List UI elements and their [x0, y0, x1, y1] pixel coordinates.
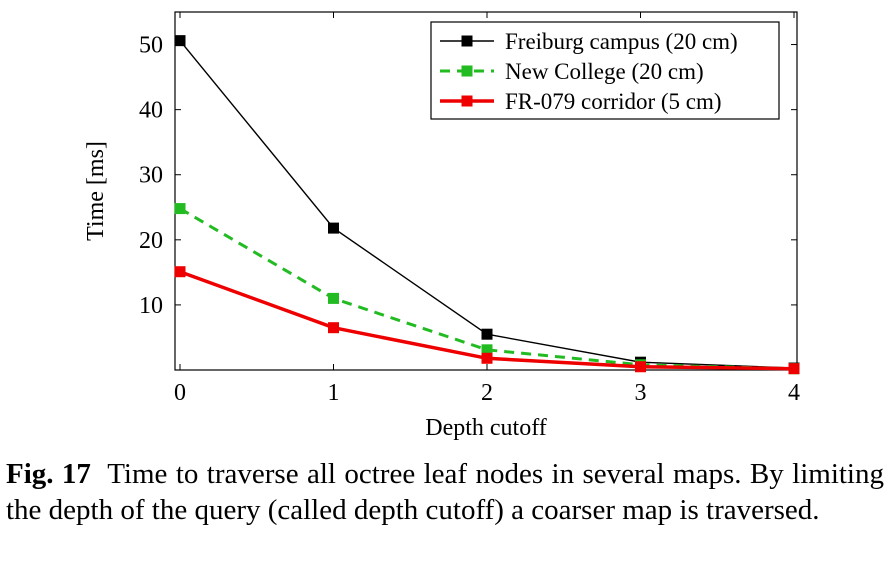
- data-point-1: [174, 203, 186, 215]
- data-point-2: [481, 352, 493, 364]
- y-axis-label: Time [ms]: [83, 141, 109, 241]
- y-tick-label: 50: [139, 33, 163, 59]
- legend-marker-1: [461, 65, 473, 77]
- caption-label: Fig. 17: [6, 458, 91, 490]
- legend: Freiburg campus (20 cm) New College (20 c…: [430, 21, 780, 120]
- y-tick-label: 40: [139, 98, 163, 124]
- y-tick-label: 10: [139, 293, 163, 319]
- legend-entry-2: FR-079 corridor (5 cm): [505, 89, 722, 114]
- figure-caption: Fig. 17 Time to traverse all octree leaf…: [6, 456, 884, 528]
- line-chart: 0 1 2 3 4 10 20 30 40 50 Depth cutoff Time [ms] F…: [83, 11, 800, 441]
- x-axis-label: Depth cutoff: [425, 415, 547, 441]
- y-tick-label: 20: [139, 228, 163, 254]
- data-point-2: [788, 363, 800, 375]
- data-point-1: [481, 344, 493, 356]
- x-tick-label: 0: [174, 380, 186, 406]
- x-tick-label: 3: [635, 380, 647, 406]
- plot-frame: [174, 11, 798, 371]
- data-point-2: [328, 322, 339, 334]
- legend-marker-2: [461, 95, 473, 107]
- x-tick-label: 2: [481, 380, 493, 406]
- y-tick-label: 30: [139, 163, 163, 189]
- legend-entry-1: New College (20 cm): [505, 59, 704, 84]
- data-point-0: [328, 222, 339, 234]
- caption-text: Time to traverse all octree leaf nodes i…: [6, 458, 884, 526]
- series-layer: [174, 35, 800, 375]
- data-point-1: [328, 292, 339, 304]
- data-point-2: [635, 361, 646, 373]
- data-point-2: [174, 266, 186, 278]
- data-point-0: [481, 328, 493, 340]
- legend-marker-0: [461, 35, 473, 47]
- data-point-0: [174, 35, 186, 47]
- legend-box: [430, 21, 780, 120]
- x-tick-label: 1: [328, 380, 340, 406]
- x-tick-label: 4: [788, 380, 800, 406]
- legend-entry-0: Freiburg campus (20 cm): [505, 29, 738, 54]
- legend-items: Freiburg campus (20 cm) New College (20 c…: [440, 29, 738, 114]
